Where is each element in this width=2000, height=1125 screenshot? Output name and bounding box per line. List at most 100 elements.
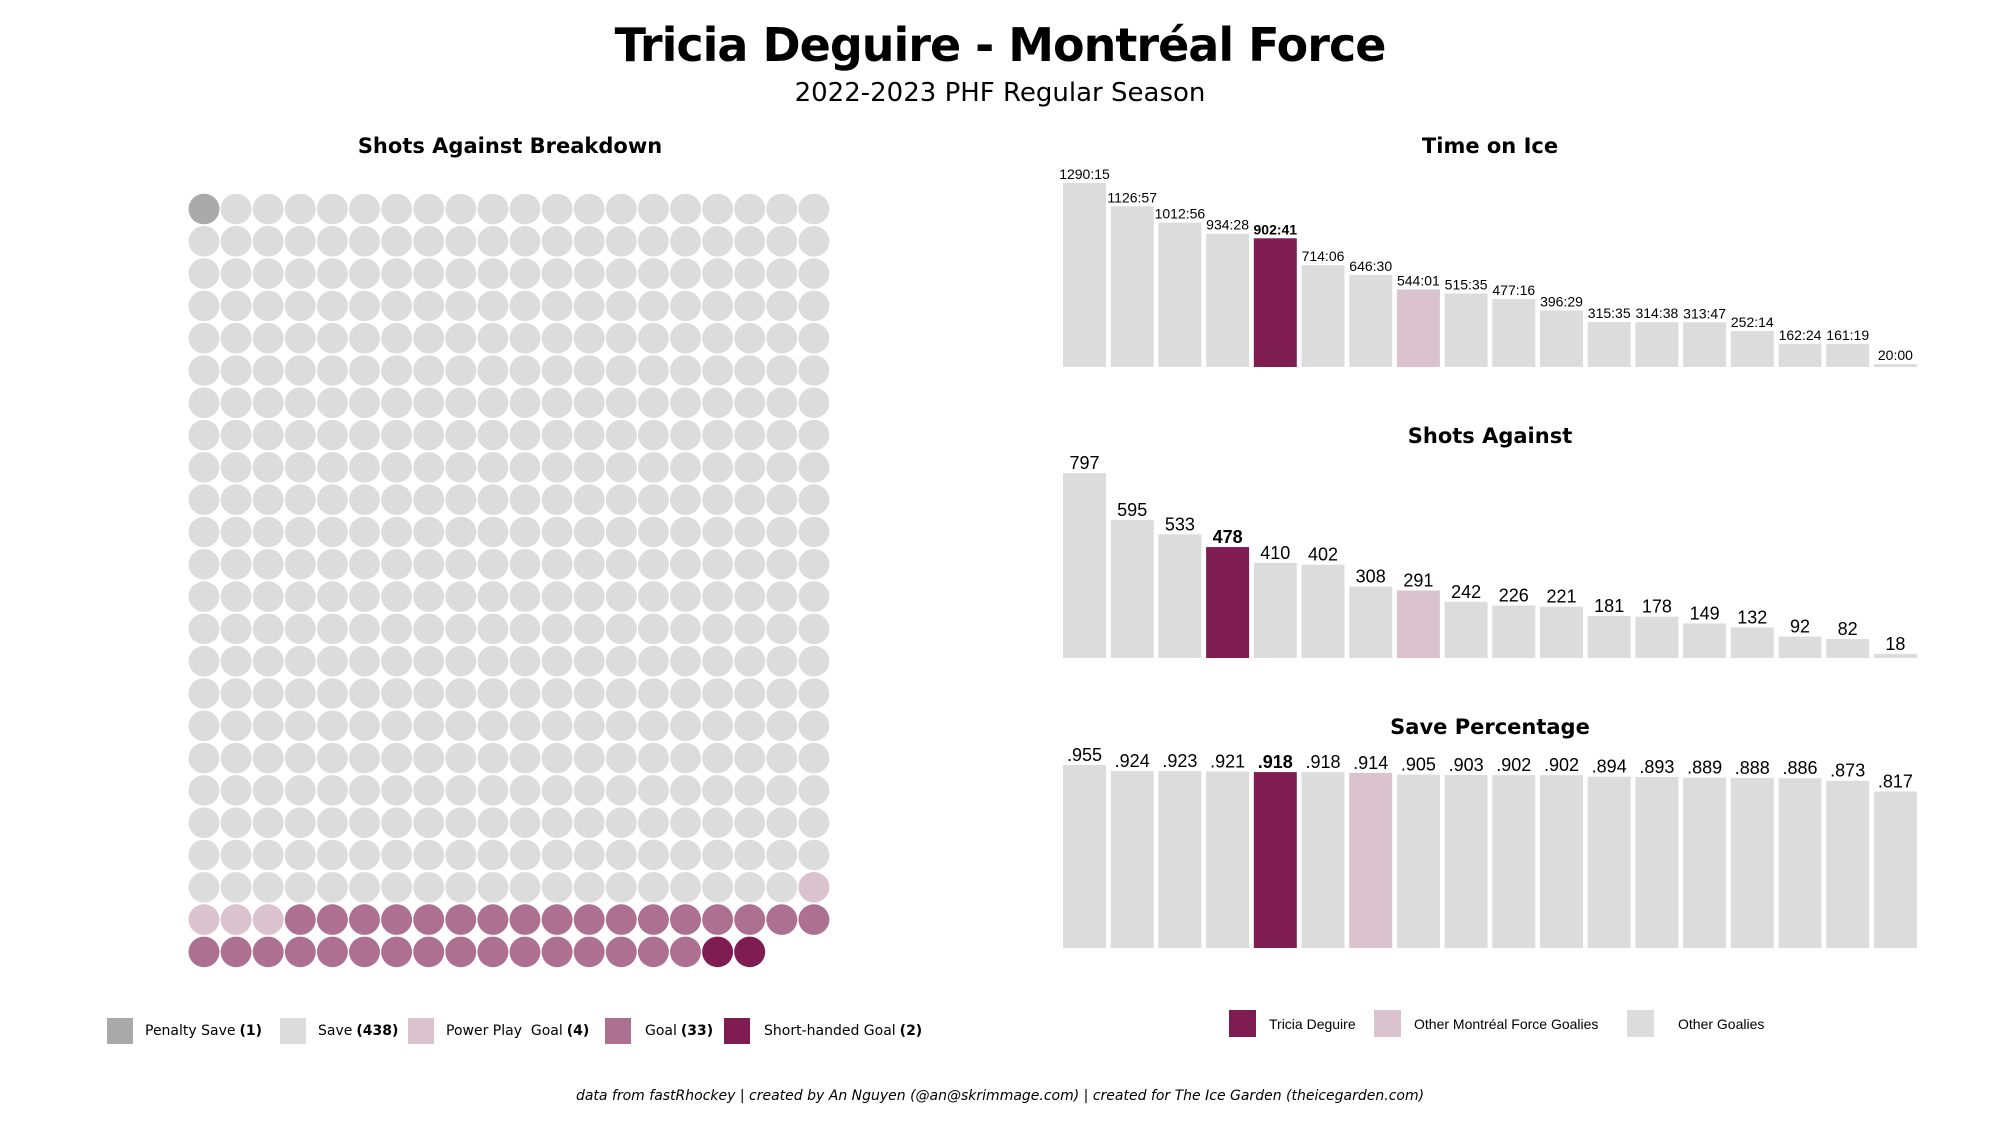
waffle-dot-save xyxy=(734,226,766,257)
save-percentage-data-label: .921 xyxy=(1210,752,1245,772)
waffle-dot-short-handed-goal xyxy=(702,936,734,968)
waffle-dot-save xyxy=(798,839,830,871)
waffle-dot-save xyxy=(284,193,316,225)
shots-against-bar xyxy=(1253,562,1297,658)
waffle-dot-save xyxy=(605,258,637,289)
waffle-dot-goal xyxy=(670,904,701,935)
waffle-dot-save xyxy=(605,581,637,612)
shots-against-bar xyxy=(1396,590,1440,658)
waffle-dot-save xyxy=(413,581,445,612)
waffle-dot-save xyxy=(734,322,766,354)
waffle-dot-power-play-goal xyxy=(188,904,220,935)
waffle-dot-save xyxy=(637,678,669,709)
waffle-dot-save xyxy=(381,484,413,515)
save-percentage-bar xyxy=(1158,771,1202,948)
waffle-dot-save xyxy=(541,258,573,289)
waffle-dot-save xyxy=(734,872,766,903)
save-percentage-data-label: .924 xyxy=(1115,751,1150,771)
legend-item-tricia-deguire: Tricia Deguire xyxy=(1229,1010,1356,1037)
waffle-dot-save xyxy=(252,452,284,483)
waffle-dot-save xyxy=(252,581,284,612)
waffle-dot-save xyxy=(381,193,413,225)
waffle-dot-save xyxy=(413,226,445,257)
waffle-dot-save xyxy=(605,387,637,419)
waffle-dot-save xyxy=(702,226,734,257)
waffle-dot-save xyxy=(284,419,316,451)
time-on-ice-bar xyxy=(1110,206,1154,367)
waffle-dot-goal xyxy=(509,936,541,968)
waffle-dot-save xyxy=(541,678,573,709)
waffle-dot-save xyxy=(702,419,734,451)
waffle-dot-goal xyxy=(381,936,413,968)
waffle-dot-save xyxy=(413,355,445,386)
waffle-dot-save xyxy=(284,516,316,548)
waffle-dot-save xyxy=(477,290,509,322)
time-on-ice-data-label: 313:47 xyxy=(1683,305,1726,321)
time-on-ice-bar xyxy=(1158,222,1202,367)
waffle-dot-save xyxy=(381,322,413,354)
waffle-dot-save xyxy=(284,290,316,322)
legend-label: Penalty Save xyxy=(145,1023,236,1039)
waffle-dot-save xyxy=(349,839,380,871)
waffle-dot-save xyxy=(734,807,766,838)
waffle-dot-save xyxy=(188,613,220,645)
waffle-dot-save xyxy=(573,322,605,354)
waffle-dot-goal xyxy=(349,904,380,935)
shots-against-data-label: 291 xyxy=(1403,570,1433,590)
waffle-dot-save xyxy=(637,290,669,322)
time-on-ice-bar xyxy=(1063,183,1106,367)
waffle-dot-save xyxy=(573,872,605,903)
time-on-ice-data-label: 646:30 xyxy=(1349,258,1392,274)
shots-against-bar-highlight xyxy=(1206,547,1250,658)
waffle-dot-save xyxy=(381,290,413,322)
time-on-ice-data-label: 161:19 xyxy=(1826,327,1869,343)
waffle-dot-save xyxy=(284,613,316,645)
waffle-dot-save xyxy=(637,839,669,871)
waffle-dot-save xyxy=(413,807,445,838)
waffle-dot-save xyxy=(381,581,413,612)
shots-against-bar xyxy=(1158,534,1202,658)
waffle-dot-save xyxy=(381,742,413,774)
waffle-dot-save xyxy=(477,839,509,871)
waffle-dot-save xyxy=(798,452,830,483)
waffle-dot-save xyxy=(284,710,316,742)
waffle-dot-save xyxy=(766,387,798,419)
waffle-dot-save xyxy=(316,839,348,871)
waffle-dot-save xyxy=(734,484,766,515)
waffle-dot-save xyxy=(670,710,701,742)
waffle-dot-save xyxy=(316,678,348,709)
waffle-dot-save xyxy=(573,452,605,483)
waffle-dot-save xyxy=(702,452,734,483)
waffle-dot-save xyxy=(188,516,220,548)
legend-label: Power Play Goal xyxy=(446,1023,563,1039)
waffle-dot-save xyxy=(637,775,669,806)
waffle-dot-save xyxy=(798,484,830,515)
waffle-dot-save xyxy=(670,581,701,612)
save-percentage-bar xyxy=(1873,791,1917,948)
shots-against-data-label: 181 xyxy=(1594,596,1624,616)
waffle-dot-save xyxy=(477,258,509,289)
waffle-dot-save xyxy=(316,193,348,225)
waffle-dot-goal xyxy=(670,936,701,968)
legend-swatch-save xyxy=(280,1018,306,1044)
waffle-dot-save xyxy=(541,613,573,645)
waffle-dot-goal xyxy=(637,904,669,935)
waffle-dot-save xyxy=(252,549,284,580)
waffle-dot-save xyxy=(220,322,252,354)
waffle-dot-save xyxy=(702,322,734,354)
waffle-dot-save xyxy=(220,742,252,774)
save-percentage-bar xyxy=(1349,772,1393,948)
waffle-dot-goal xyxy=(477,904,509,935)
waffle-dot-save xyxy=(766,355,798,386)
waffle-dot-save xyxy=(477,484,509,515)
waffle-dot-save xyxy=(670,193,701,225)
save-percentage-data-label: .902 xyxy=(1496,755,1531,775)
waffle-dot-save xyxy=(349,484,380,515)
waffle-dot-save xyxy=(766,290,798,322)
waffle-dot-save xyxy=(252,258,284,289)
time-on-ice-bar xyxy=(1873,364,1917,367)
time-on-ice-data-label: 314:38 xyxy=(1635,305,1678,321)
shots-against-bar xyxy=(1110,519,1154,658)
waffle-dot-save xyxy=(445,775,477,806)
